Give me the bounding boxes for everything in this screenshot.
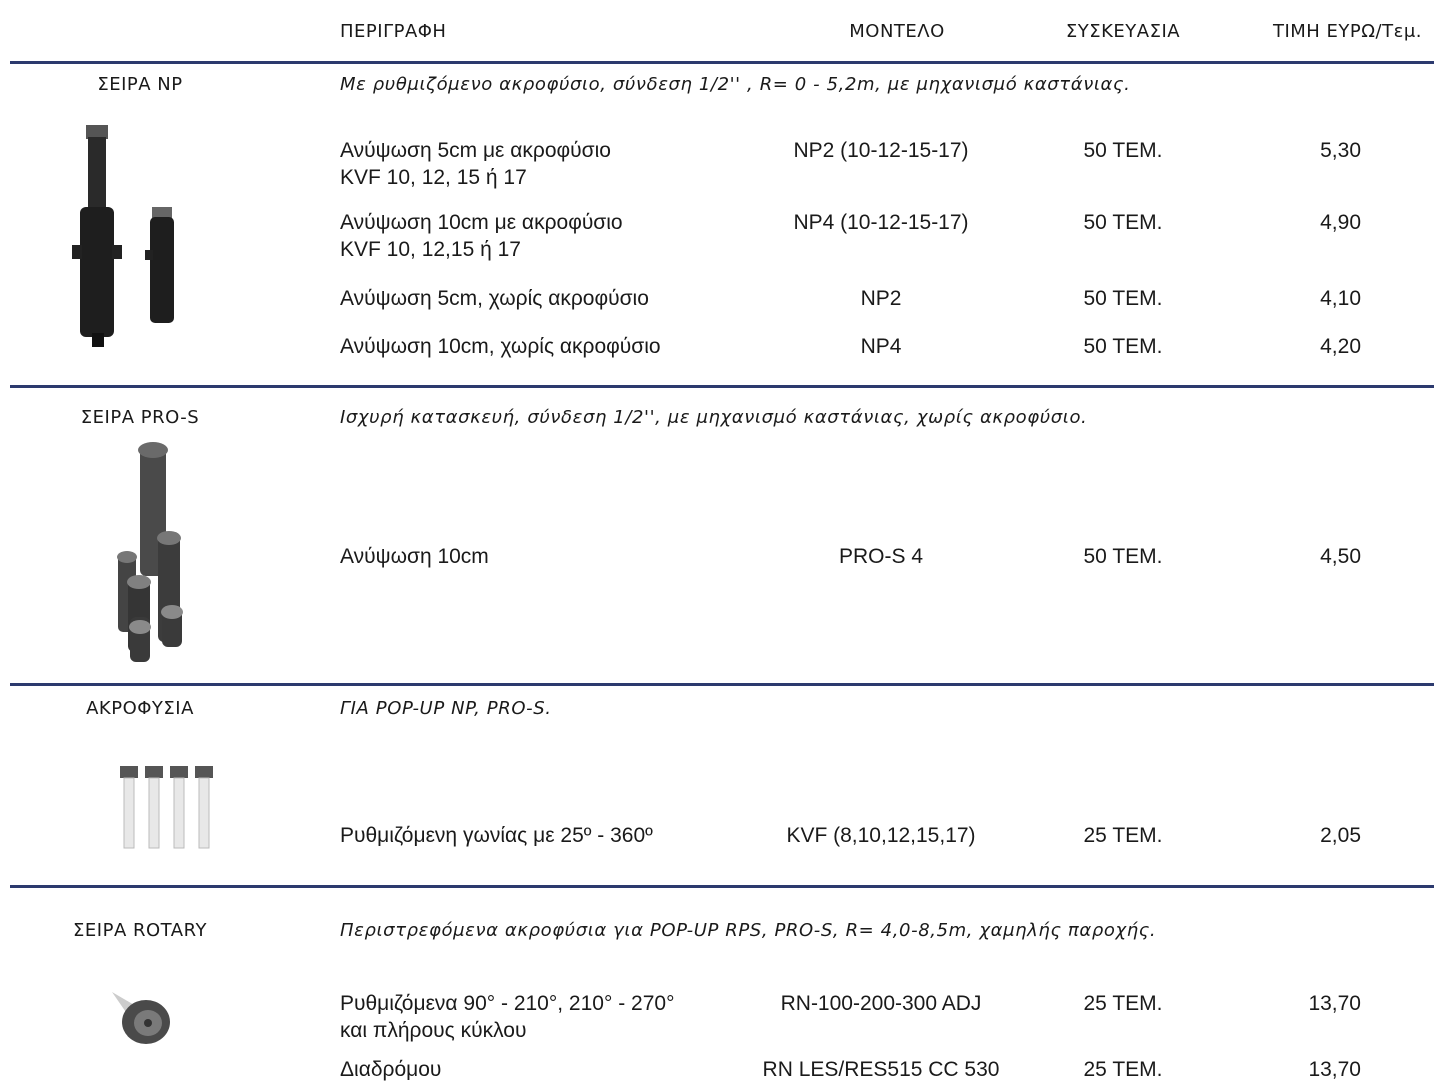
- section-name: ΑΚΡΟΦΥΣΙΑ: [86, 698, 194, 719]
- description: Ρυθμιζόμενα 90° - 210°, 210° - 270°: [340, 992, 675, 1015]
- model: NP4: [860, 335, 902, 358]
- package: 25 TEM.: [1083, 824, 1163, 847]
- description: Ανύψωση 10cm, χωρίς ακροφύσιο: [340, 335, 661, 358]
- price: 4,10: [1320, 287, 1361, 310]
- nozzle-image: [120, 766, 213, 849]
- section-rule: [10, 385, 1434, 388]
- pro-s-sprinkler-image: [117, 442, 183, 662]
- np-sprinkler-image: [72, 125, 174, 347]
- model: NP2 (10-12-15-17): [793, 139, 969, 162]
- column-header: ΜΟΝΤΕΛΟ: [849, 21, 945, 42]
- description: Διαδρόμου: [340, 1058, 442, 1081]
- section-note: Με ρυθμιζόμενο ακροφύσιο, σύνδεση 1/2'' …: [340, 74, 1131, 95]
- price: 4,50: [1320, 545, 1361, 568]
- section-name: ΣΕΙΡΑ PRO-S: [80, 407, 200, 428]
- package: 25 TEM.: [1083, 1058, 1163, 1081]
- model: NP4 (10-12-15-17): [793, 211, 969, 234]
- section-name: ΣΕΙΡΑ NP: [97, 74, 183, 95]
- section-note: Περιστρεφόμενα ακροφύσια για POP-UP RPS,…: [340, 920, 1157, 941]
- package: 25 TEM.: [1083, 992, 1163, 1015]
- column-header: ΣΥΣΚΕΥΑΣΙΑ: [1065, 21, 1181, 42]
- price: 4,20: [1320, 335, 1361, 358]
- package: 50 TEM.: [1083, 211, 1163, 234]
- section-rule: [10, 683, 1434, 686]
- description: Ανύψωση 10cm: [340, 545, 489, 568]
- model: RN LES/RES515 CC 530: [762, 1058, 1000, 1081]
- price: 4,90: [1320, 211, 1361, 234]
- package: 50 TEM.: [1083, 287, 1163, 310]
- model: KVF (8,10,12,15,17): [786, 824, 976, 847]
- column-header: ΤΙΜΗ ΕΥΡΩ/Τεμ.: [1272, 21, 1422, 42]
- price: 13,70: [1308, 992, 1361, 1015]
- column-header: ΠΕΡΙΓΡΑΦΗ: [340, 21, 447, 42]
- description: KVF 10, 12, 15 ή 17: [340, 166, 527, 189]
- section-note: ΓΙΑ POP-UP NP, PRO-S.: [340, 698, 552, 719]
- section-name: ΣΕΙΡΑ ROTARY: [73, 920, 207, 941]
- package: 50 TEM.: [1083, 139, 1163, 162]
- price: 5,30: [1320, 139, 1361, 162]
- section-rule: [10, 61, 1434, 64]
- description: KVF 10, 12,15 ή 17: [340, 238, 521, 261]
- description: Ανύψωση 5cm, χωρίς ακροφύσιο: [340, 287, 649, 310]
- package: 50 TEM.: [1083, 335, 1163, 358]
- description: και πλήρους κύκλου: [340, 1019, 527, 1042]
- section-note: Ισχυρή κατασκευή, σύνδεση 1/2'', με μηχα…: [340, 407, 1088, 428]
- description: Ανύψωση 10cm με ακροφύσιο: [340, 211, 623, 234]
- model: NP2: [860, 287, 902, 310]
- package: 50 TEM.: [1083, 545, 1163, 568]
- price: 2,05: [1320, 824, 1361, 847]
- model: PRO-S 4: [838, 545, 924, 568]
- description: Ανύψωση 5cm με ακροφύσιο: [340, 139, 611, 162]
- section-rule: [10, 885, 1434, 888]
- rotary-nozzle-image: [112, 992, 170, 1044]
- model: RN-100-200-300 ADJ: [780, 992, 982, 1015]
- price: 13,70: [1308, 1058, 1361, 1081]
- description: Ρυθμιζόμενη γωνίας με 25º - 360º: [340, 824, 653, 847]
